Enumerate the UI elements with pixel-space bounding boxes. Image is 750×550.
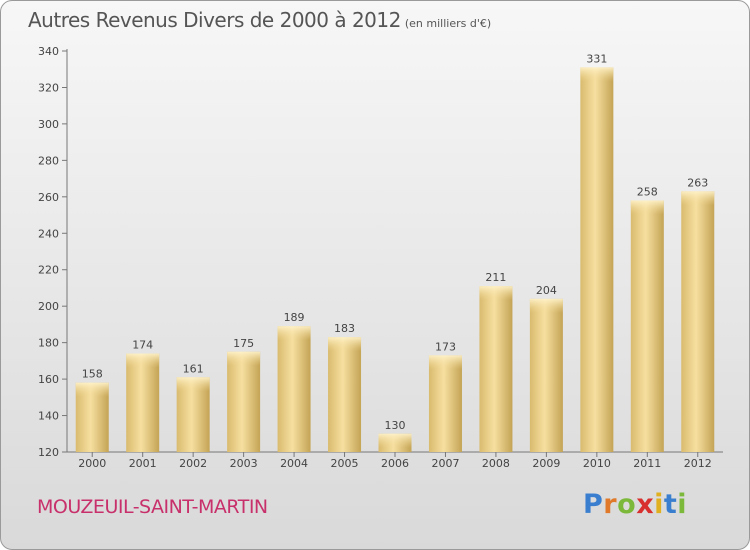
bar-highlight — [176, 377, 210, 392]
bar — [580, 67, 614, 453]
x-tick-label: 2005 — [331, 457, 359, 470]
x-tick-label: 2002 — [179, 457, 207, 470]
data-label: 189 — [284, 311, 305, 324]
bar-highlight — [75, 382, 109, 397]
data-label: 161 — [183, 362, 204, 375]
bar-highlight — [681, 191, 715, 206]
data-label: 175 — [233, 337, 254, 350]
x-tick-label: 2012 — [684, 457, 712, 470]
data-label: 173 — [435, 340, 456, 353]
y-tick-label: 320 — [38, 81, 59, 94]
bars-group — [75, 67, 715, 453]
bar — [227, 351, 261, 452]
bar-highlight — [529, 298, 563, 313]
bar-highlight — [428, 355, 462, 370]
bar — [126, 353, 160, 452]
bar-highlight — [277, 326, 311, 341]
x-tick-label: 2001 — [129, 457, 157, 470]
x-tick-label: 2010 — [583, 457, 611, 470]
bar — [428, 355, 462, 452]
x-tick-label: 2007 — [431, 457, 459, 470]
y-tick-label: 220 — [38, 264, 59, 277]
bar — [681, 191, 715, 452]
y-tick-label: 340 — [38, 45, 59, 58]
bar — [479, 286, 513, 452]
data-label: 130 — [385, 419, 406, 432]
commune-name: MOUZEUIL-SAINT-MARTIN — [37, 496, 268, 518]
x-tick-label: 2006 — [381, 457, 409, 470]
chart-subtitle: (en milliers d'€) — [404, 17, 492, 30]
axes: 120 140 160 180 200 220 240 260 280 300 320 340 2000… — [38, 45, 723, 470]
proxiti-logo[interactable]: Proxiti — [583, 489, 688, 520]
y-tick-label: 140 — [38, 410, 59, 423]
x-tick-label: 2004 — [280, 457, 308, 470]
x-tick-label: 2011 — [633, 457, 661, 470]
y-tick-label: 300 — [38, 118, 59, 131]
x-tick-label: 2003 — [230, 457, 258, 470]
x-tick-label: 2000 — [78, 457, 106, 470]
data-label: 263 — [687, 176, 708, 189]
bar-highlight — [126, 353, 160, 368]
bar-highlight — [328, 337, 362, 352]
bar — [529, 298, 563, 452]
bar — [328, 337, 362, 452]
x-tick-label: 2009 — [532, 457, 560, 470]
data-label: 158 — [82, 368, 103, 381]
data-label: 183 — [334, 322, 355, 335]
y-tick-label: 180 — [38, 337, 59, 350]
data-label: 258 — [637, 185, 658, 198]
data-label: 331 — [586, 52, 607, 65]
data-label: 204 — [536, 284, 557, 297]
data-labels-group: 158 174 161 175 189 183 130 173 211 204 331 258 263 — [82, 52, 709, 431]
bar — [277, 326, 311, 452]
y-tick-label: 240 — [38, 227, 59, 240]
bar-highlight — [580, 67, 614, 82]
chart-title-text: Autres Revenus Divers de 2000 à 2012 — [28, 8, 401, 32]
y-tick-label: 260 — [38, 191, 59, 204]
y-tick-label: 200 — [38, 300, 59, 313]
bar-highlight — [630, 200, 664, 215]
chart-title: Autres Revenus Divers de 2000 à 2012 (en … — [28, 8, 491, 32]
bar — [630, 200, 664, 452]
y-tick-label: 120 — [38, 446, 59, 459]
y-tick-label: 160 — [38, 373, 59, 386]
y-tick-label: 280 — [38, 154, 59, 167]
data-label: 211 — [485, 271, 506, 284]
data-label: 174 — [132, 339, 153, 352]
bar-highlight — [479, 286, 513, 301]
bar-highlight — [378, 433, 412, 448]
bar-highlight — [227, 351, 261, 366]
x-tick-label: 2008 — [482, 457, 510, 470]
